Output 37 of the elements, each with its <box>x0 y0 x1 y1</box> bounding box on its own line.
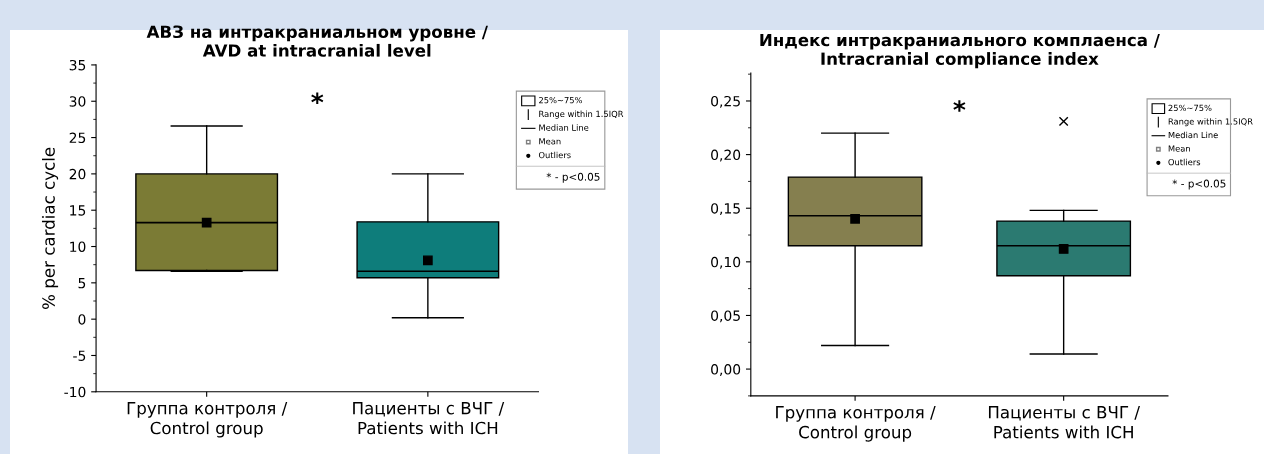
y-tick-label: 0,25 <box>711 95 740 108</box>
y-tick-label: 5 <box>78 277 86 289</box>
y-tick-label: 30 <box>69 96 86 107</box>
text: * - p<0.05 <box>1172 179 1226 190</box>
y-tick-label: 20 <box>69 168 86 180</box>
y-tick-label: 0 <box>78 314 86 325</box>
y-tick-label: -5 <box>73 350 86 361</box>
x-tick-label: Пациенты с ВЧГ / Patients with ICH <box>988 406 1140 439</box>
text: Outliers <box>538 151 571 159</box>
annotation: * <box>311 92 324 105</box>
text: Outliers <box>1168 158 1201 166</box>
text: Mean <box>539 138 561 145</box>
chart-title: АВЗ на интракраниальном уровне / AVD at intracranial level <box>146 25 488 57</box>
y-tick-label: 0,05 <box>711 310 740 323</box>
text: * - p<0.05 <box>546 172 600 183</box>
x-tick-label: Группа контроля / Control group <box>776 406 936 442</box>
annotation: * <box>953 100 966 112</box>
y-tick-label: 0,00 <box>711 364 741 376</box>
y-tick-label: 10 <box>70 241 86 252</box>
chart-title: Индекс интракраниального комплаенса / Intracranial compliance index <box>760 33 1160 69</box>
x-tick-label: Пациенты с ВЧГ / Patients with ICH <box>353 402 505 435</box>
y-tick-label: 15 <box>70 205 86 216</box>
text: Median Line <box>1168 131 1218 139</box>
text: Range within 1.5IQR <box>539 110 624 119</box>
y-tick-label: 25 <box>69 132 86 144</box>
text: Mean <box>1168 145 1190 152</box>
y-tick-label: 0,10 <box>711 256 741 269</box>
text: Median Line <box>539 124 589 131</box>
y-tick-label: -10 <box>64 386 86 398</box>
y-tick-label: 35 <box>69 59 86 71</box>
text: Range within 1.5IQR <box>1168 118 1253 127</box>
x-tick-label: Группа контроля / Control group <box>127 402 288 438</box>
y-axis-title: % per cardiac cycle <box>41 147 59 309</box>
y-tick-label: 0,20 <box>711 149 741 162</box>
text: 25%~75% <box>539 96 583 104</box>
y-tick-label: 0,15 <box>711 203 740 216</box>
text: 25%~75% <box>1168 104 1212 112</box>
